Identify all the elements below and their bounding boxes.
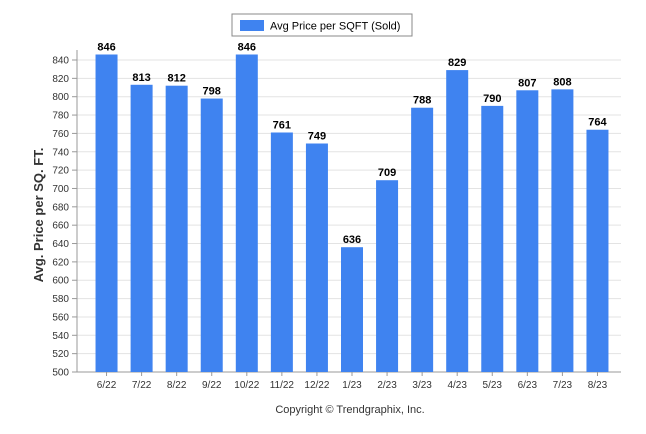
x-tick-label: 1/23 [342,380,362,391]
y-tick-label: 500 [52,368,69,379]
x-tick-label: 7/23 [553,380,573,391]
x-tick-label: 3/23 [412,380,432,391]
x-tick-label: 11/22 [270,380,295,391]
data-label: 846 [238,41,256,53]
x-tick-label: 12/22 [304,380,329,391]
legend-box [231,13,413,37]
data-label: 636 [343,234,361,246]
y-tick-label: 760 [52,129,69,140]
data-label: 813 [132,72,150,84]
data-label: 709 [378,167,396,179]
data-label: 808 [553,76,571,88]
data-label: 846 [97,41,115,53]
y-tick-label: 720 [52,166,69,177]
data-label: 764 [588,117,607,129]
legend-swatch [240,20,264,31]
y-tick-label: 800 [52,92,69,103]
bar-6-23 [516,90,539,373]
y-tick-label: 600 [52,276,69,287]
bar-6-22 [95,54,118,373]
data-label: 798 [203,86,221,98]
bar-8-23 [586,129,609,372]
x-tick-label: 5/23 [483,380,503,391]
data-label: 807 [518,77,536,89]
y-tick-label: 580 [52,294,69,305]
y-tick-label: 540 [52,331,69,342]
y-tick-label: 660 [52,221,69,232]
bar-12-22 [305,143,328,372]
y-axis-label: Avg. Price per SQ. FT. [31,148,46,283]
data-label: 812 [167,73,185,85]
y-tick-label: 680 [52,202,69,213]
bar-7-22 [130,84,153,372]
x-tick-label: 8/22 [167,380,187,391]
y-tick-labels: 500 520 540 560 580 600 620 640 660 680 700 720 740 7… [52,56,77,379]
data-label: 761 [273,119,291,131]
bar-7-23 [551,89,574,372]
data-label: 788 [413,95,431,107]
y-tick-label: 840 [52,56,69,67]
x-tick-label: 6/23 [518,380,538,391]
x-tick-label: 9/22 [202,380,222,391]
y-tick-label: 640 [52,239,69,250]
bar-4-23 [446,70,469,372]
y-tick-label: 560 [52,312,69,323]
bars [95,54,609,373]
x-tick-label: 6/22 [97,380,117,391]
legend: Avg Price per SQFT (Sold) [231,13,413,37]
x-tick-labels: 6/22 7/22 8/22 9/22 10/22 11/22 12/22 1/23 2/23 3… [97,372,608,391]
x-tick-label: 8/23 [588,380,608,391]
data-label: 749 [308,131,326,143]
bar-8-22 [165,85,188,372]
data-labels: 846 813 812 798 846 761 749 636 709 788 829 790 807 8… [97,41,607,246]
copyright-footer: Copyright © Trendgraphix, Inc. [275,404,424,416]
y-tick-label: 820 [52,74,69,85]
y-tick-label: 780 [52,111,69,122]
bar-3-23 [411,107,434,372]
x-tick-label: 10/22 [234,380,259,391]
y-tick-label: 700 [52,184,69,195]
bar-10-22 [235,54,258,373]
x-tick-label: 7/22 [132,380,152,391]
x-tick-label: 2/23 [377,380,397,391]
y-tick-label: 520 [52,349,69,360]
legend-label: Avg Price per SQFT (Sold) [270,21,400,33]
bar-1-23 [341,247,363,372]
bar-9-22 [200,98,223,373]
y-tick-label: 620 [52,257,69,268]
data-label: 790 [483,93,501,105]
x-tick-label: 4/23 [447,380,467,391]
bar-5-23 [481,105,504,372]
bar-2-23 [376,180,399,372]
y-tick-label: 740 [52,147,69,158]
data-label: 829 [448,57,466,69]
bar-11-22 [270,132,293,372]
